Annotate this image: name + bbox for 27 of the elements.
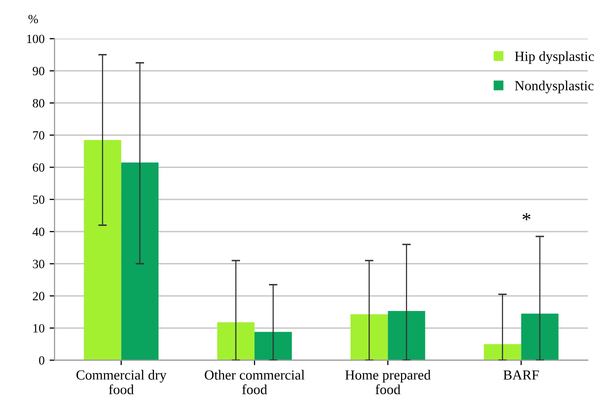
y-tick-label: 30 [32,260,44,268]
legend-label: Hip dysplastic [514,51,594,64]
bar [388,311,426,360]
y-tick-label: 100 [27,34,44,44]
y-tick-label: 70 [33,131,44,140]
y-axis-title: % [28,14,38,24]
bar [121,162,159,360]
bar [254,332,292,360]
x-tick-label: BARF [503,370,539,380]
x-tick-label: Other commercial food [204,370,305,394]
legend-label: Nondysplastic [514,80,594,94]
annotation: * [522,213,530,220]
y-tick-label: 0 [39,356,44,365]
bar [521,314,558,360]
x-tick-label: Commercial dry food [76,370,166,394]
y-tick-label: 50 [33,195,44,204]
bar [484,344,522,360]
bar [350,314,388,360]
y-tick-label: 60 [32,163,44,172]
y-tick-label: 20 [32,292,44,300]
bar [217,322,255,360]
x-tick-label: Home prepared food [345,370,431,394]
y-tick-label: 10 [33,324,44,332]
y-tick-label: 40 [32,228,44,236]
y-tick-label: 80 [32,98,44,108]
bar [84,140,122,360]
y-tick-label: 90 [32,66,44,76]
